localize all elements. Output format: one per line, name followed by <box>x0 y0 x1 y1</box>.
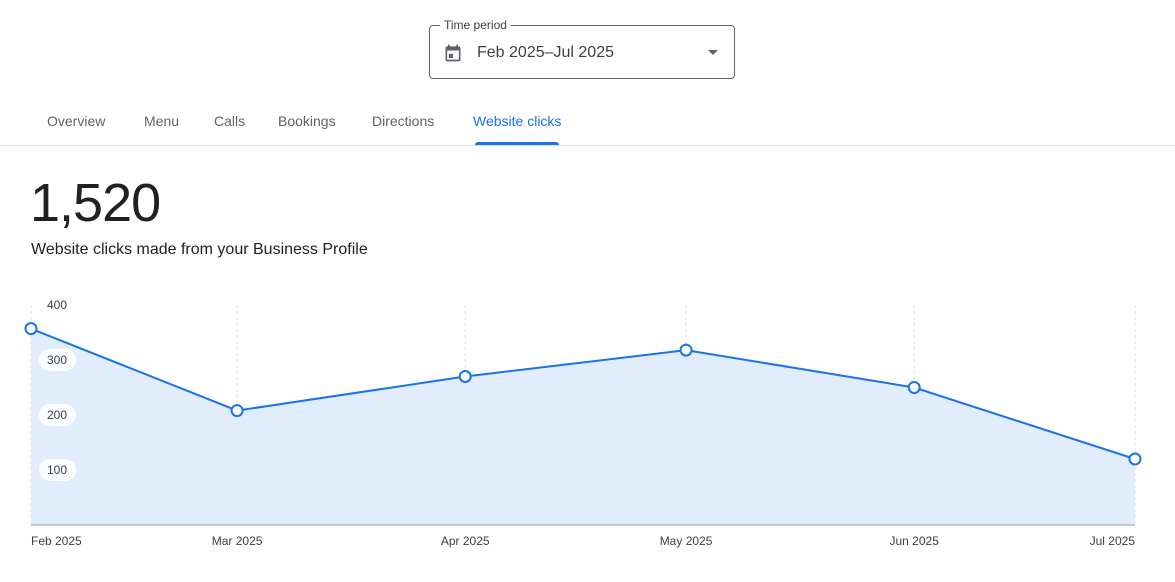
y-tick: 100 <box>39 459 76 481</box>
y-tick-labels: 100 200 300 400 <box>39 298 76 481</box>
x-tick-label: Feb 2025 <box>31 534 82 548</box>
y-tick-pill <box>39 349 76 371</box>
x-tick-labels: Feb 2025 Mar 2025 Apr 2025 May 2025 Jun 2025… <box>31 534 1135 548</box>
tab-label: Overview <box>47 113 106 129</box>
tab-bookings[interactable]: Bookings <box>278 100 336 145</box>
series-line <box>30 327 1136 460</box>
tab-website-clicks[interactable]: Website clicks <box>473 100 561 145</box>
x-tick-label: May 2025 <box>660 534 713 548</box>
x-tick-label: Apr 2025 <box>441 534 490 548</box>
metric-total: 1,520 <box>30 173 161 233</box>
x-tick-label: Jun 2025 <box>890 534 940 548</box>
y-tick-label: 300 <box>47 353 67 367</box>
y-tick-label: 400 <box>47 298 67 312</box>
tab-calls[interactable]: Calls <box>214 100 245 145</box>
data-point[interactable] <box>458 370 472 383</box>
series-points <box>24 322 1142 466</box>
active-tab-indicator <box>475 142 560 145</box>
y-tick: 300 <box>39 349 76 371</box>
tab-label: Website clicks <box>473 113 562 129</box>
website-clicks-chart: 100 200 300 400 Feb 2025 Mar 2025 Apr 2025 May… <box>24 298 1142 548</box>
y-tick-label: 100 <box>47 463 67 477</box>
time-period-selector[interactable]: Time period Feb 2025–Jul 2025 <box>429 17 735 79</box>
tab-label: Bookings <box>278 113 336 129</box>
y-tick-label: 200 <box>47 408 67 422</box>
tab-directions[interactable]: Directions <box>372 100 434 145</box>
tab-overview[interactable]: Overview <box>47 100 105 145</box>
series-area <box>31 328 1135 525</box>
tab-label: Menu <box>144 113 180 129</box>
x-tick-label: Mar 2025 <box>212 534 263 548</box>
tab-label: Calls <box>214 113 246 129</box>
metric-description: Website clicks made from your Business P… <box>31 241 368 258</box>
time-period-label: Time period <box>440 17 511 33</box>
tab-label: Directions <box>372 113 435 129</box>
data-point[interactable] <box>907 381 921 394</box>
data-point[interactable] <box>230 404 244 418</box>
tab-bar: Overview Menu Calls Bookings Directions … <box>0 100 1175 146</box>
data-point[interactable] <box>679 343 693 357</box>
y-tick-pill <box>39 404 76 426</box>
data-point[interactable] <box>24 322 38 336</box>
tab-menu[interactable]: Menu <box>144 100 179 145</box>
data-point[interactable] <box>1128 452 1142 466</box>
y-tick-pill <box>39 459 76 481</box>
y-tick: 400 <box>47 298 67 312</box>
y-tick: 200 <box>39 404 76 426</box>
calendar-icon <box>445 44 461 62</box>
x-tick-label: Jul 2025 <box>1090 534 1136 548</box>
time-period-value: Feb 2025–Jul 2025 <box>477 44 614 61</box>
chevron-down-icon[interactable] <box>708 50 718 55</box>
